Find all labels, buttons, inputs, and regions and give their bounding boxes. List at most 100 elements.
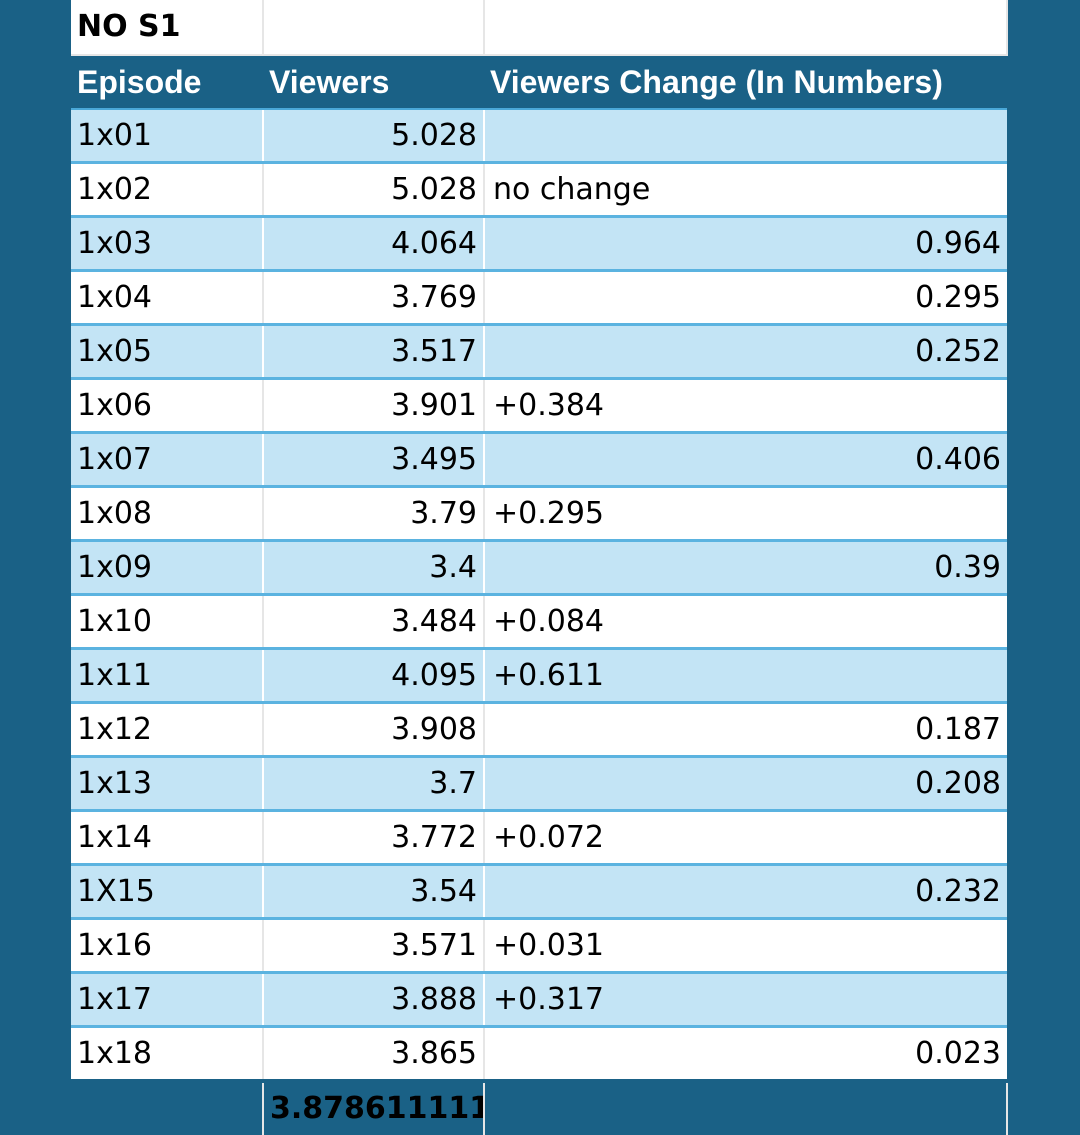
table-row: 1x13 3.7 0.208 <box>71 756 1007 812</box>
change-decrease-text: 0.406 <box>915 442 1001 477</box>
episode-cell[interactable]: 1x12 <box>71 702 264 758</box>
change-increase-text: +0.611 <box>493 658 605 693</box>
episode-cell[interactable]: 1x16 <box>71 918 264 974</box>
episode-cell[interactable]: 1x09 <box>71 540 264 596</box>
episode-cell[interactable]: 1x11 <box>71 648 264 704</box>
table-row: 1x18 3.865 0.023 <box>71 1026 1007 1083</box>
change-increase-text: +0.031 <box>493 928 605 963</box>
table-row: 1X15 3.54 0.232 <box>71 864 1007 920</box>
change-increase-text: +0.072 <box>493 820 605 855</box>
table-row: 1x11 4.095 +0.611 <box>71 648 1007 704</box>
viewers-change-cell[interactable] <box>484 109 1007 164</box>
change-decrease-text: 0.208 <box>915 766 1001 801</box>
episode-cell[interactable]: 1x04 <box>71 270 264 326</box>
change-decrease-text: 0.232 <box>915 874 1001 909</box>
episode-cell[interactable]: 1X15 <box>71 864 264 920</box>
viewers-cell[interactable]: 3.484 <box>263 594 485 650</box>
viewers-cell[interactable]: 3.4 <box>263 540 485 596</box>
title-row: NO S1 <box>71 0 1008 56</box>
episode-cell[interactable]: 1x03 <box>71 216 264 272</box>
viewers-cell[interactable]: 3.517 <box>263 324 485 380</box>
viewers-change-cell[interactable]: 0.39 <box>484 540 1007 596</box>
change-increase-text: +0.295 <box>493 496 605 531</box>
viewers-cell[interactable]: 3.865 <box>263 1026 485 1083</box>
viewers-cell[interactable]: 3.772 <box>263 810 485 866</box>
viewers-change-cell[interactable]: no change <box>484 162 1007 218</box>
table-row: 1x10 3.484 +0.084 <box>71 594 1007 650</box>
episode-cell[interactable]: 1x14 <box>71 810 264 866</box>
episode-cell[interactable]: 1x18 <box>71 1026 264 1083</box>
empty-cell[interactable] <box>484 0 1008 56</box>
table-row: 1x04 3.769 0.295 <box>71 270 1007 326</box>
viewers-cell[interactable]: 3.901 <box>263 378 485 434</box>
table-row: 1x06 3.901 +0.384 <box>71 378 1007 434</box>
viewers-cell[interactable]: 4.095 <box>263 648 485 704</box>
table-row: 1x16 3.571 +0.031 <box>71 918 1007 974</box>
episode-cell[interactable]: 1x02 <box>71 162 264 218</box>
change-increase-text: no change <box>493 172 651 207</box>
empty-cell[interactable] <box>263 0 485 56</box>
viewers-change-cell[interactable]: 0.252 <box>484 324 1007 380</box>
change-decrease-text: 0.964 <box>915 226 1001 261</box>
table-row: 1x02 5.028 no change <box>71 162 1007 218</box>
header-viewers[interactable]: Viewers <box>263 54 484 110</box>
viewers-change-cell[interactable]: 0.232 <box>484 864 1007 920</box>
change-decrease-text: 0.39 <box>934 550 1001 585</box>
viewers-change-cell[interactable]: +0.072 <box>484 810 1007 866</box>
episode-cell[interactable]: 1x10 <box>71 594 264 650</box>
viewers-cell[interactable]: 4.064 <box>263 216 485 272</box>
empty-cell[interactable] <box>71 1079 264 1135</box>
average-viewers-cell[interactable]: 3.878611111 <box>263 1079 485 1135</box>
table-row: 1x05 3.517 0.252 <box>71 324 1007 380</box>
viewers-change-cell[interactable]: +0.031 <box>484 918 1007 974</box>
change-increase-text: +0.384 <box>493 388 605 423</box>
table-row: 1x07 3.495 0.406 <box>71 432 1007 488</box>
episode-cell[interactable]: 1x07 <box>71 432 264 488</box>
viewers-cell[interactable]: 3.79 <box>263 486 485 542</box>
viewers-change-cell[interactable]: +0.611 <box>484 648 1007 704</box>
episode-cell[interactable]: 1x13 <box>71 756 264 812</box>
viewers-change-cell[interactable]: +0.084 <box>484 594 1007 650</box>
episode-cell[interactable]: 1x17 <box>71 972 264 1028</box>
table-row: 1x03 4.064 0.964 <box>71 216 1007 272</box>
viewers-change-cell[interactable]: 0.208 <box>484 756 1007 812</box>
header-row: Episode Viewers Viewers Change (In Numbe… <box>71 54 1007 110</box>
table-row: 1x01 5.028 <box>71 109 1007 164</box>
episode-cell[interactable]: 1x06 <box>71 378 264 434</box>
table-row: 1x17 3.888 +0.317 <box>71 972 1007 1028</box>
empty-cell[interactable] <box>484 1079 1008 1135</box>
viewers-cell[interactable]: 5.028 <box>263 109 485 164</box>
table-row: 1x08 3.79 +0.295 <box>71 486 1007 542</box>
viewers-table: NO S1 Episode Viewers Viewers Change (In… <box>71 0 1008 1135</box>
viewers-cell[interactable]: 3.54 <box>263 864 485 920</box>
viewers-change-cell[interactable]: +0.384 <box>484 378 1007 434</box>
episode-cell[interactable]: 1x08 <box>71 486 264 542</box>
viewers-change-cell[interactable]: 0.295 <box>484 270 1007 326</box>
viewers-change-cell[interactable]: 0.964 <box>484 216 1007 272</box>
viewers-cell[interactable]: 3.908 <box>263 702 485 758</box>
viewers-change-cell[interactable]: 0.187 <box>484 702 1007 758</box>
viewers-change-cell[interactable]: 0.023 <box>484 1026 1007 1083</box>
change-increase-text: +0.084 <box>493 604 605 639</box>
table-row: 1x09 3.4 0.39 <box>71 540 1007 596</box>
viewers-cell[interactable]: 3.571 <box>263 918 485 974</box>
change-decrease-text: 0.252 <box>915 334 1001 369</box>
episode-cell[interactable]: 1x01 <box>71 109 264 164</box>
viewers-change-cell[interactable]: +0.317 <box>484 972 1007 1028</box>
viewers-change-cell[interactable]: +0.295 <box>484 486 1007 542</box>
viewers-cell[interactable]: 5.028 <box>263 162 485 218</box>
viewers-cell[interactable]: 3.7 <box>263 756 485 812</box>
change-decrease-text: 0.295 <box>915 280 1001 315</box>
change-decrease-text: 0.023 <box>915 1036 1001 1071</box>
viewers-cell[interactable]: 3.495 <box>263 432 485 488</box>
viewers-cell[interactable]: 3.888 <box>263 972 485 1028</box>
sheet-title-cell[interactable]: NO S1 <box>71 0 264 56</box>
average-row: 3.878611111 <box>71 1079 1008 1135</box>
change-increase-text: +0.317 <box>493 982 605 1017</box>
viewers-cell[interactable]: 3.769 <box>263 270 485 326</box>
spreadsheet: NO S1 Episode Viewers Viewers Change (In… <box>71 0 1008 1135</box>
header-viewers-change[interactable]: Viewers Change (In Numbers) <box>484 54 1007 110</box>
episode-cell[interactable]: 1x05 <box>71 324 264 380</box>
header-episode[interactable]: Episode <box>71 54 263 110</box>
viewers-change-cell[interactable]: 0.406 <box>484 432 1007 488</box>
